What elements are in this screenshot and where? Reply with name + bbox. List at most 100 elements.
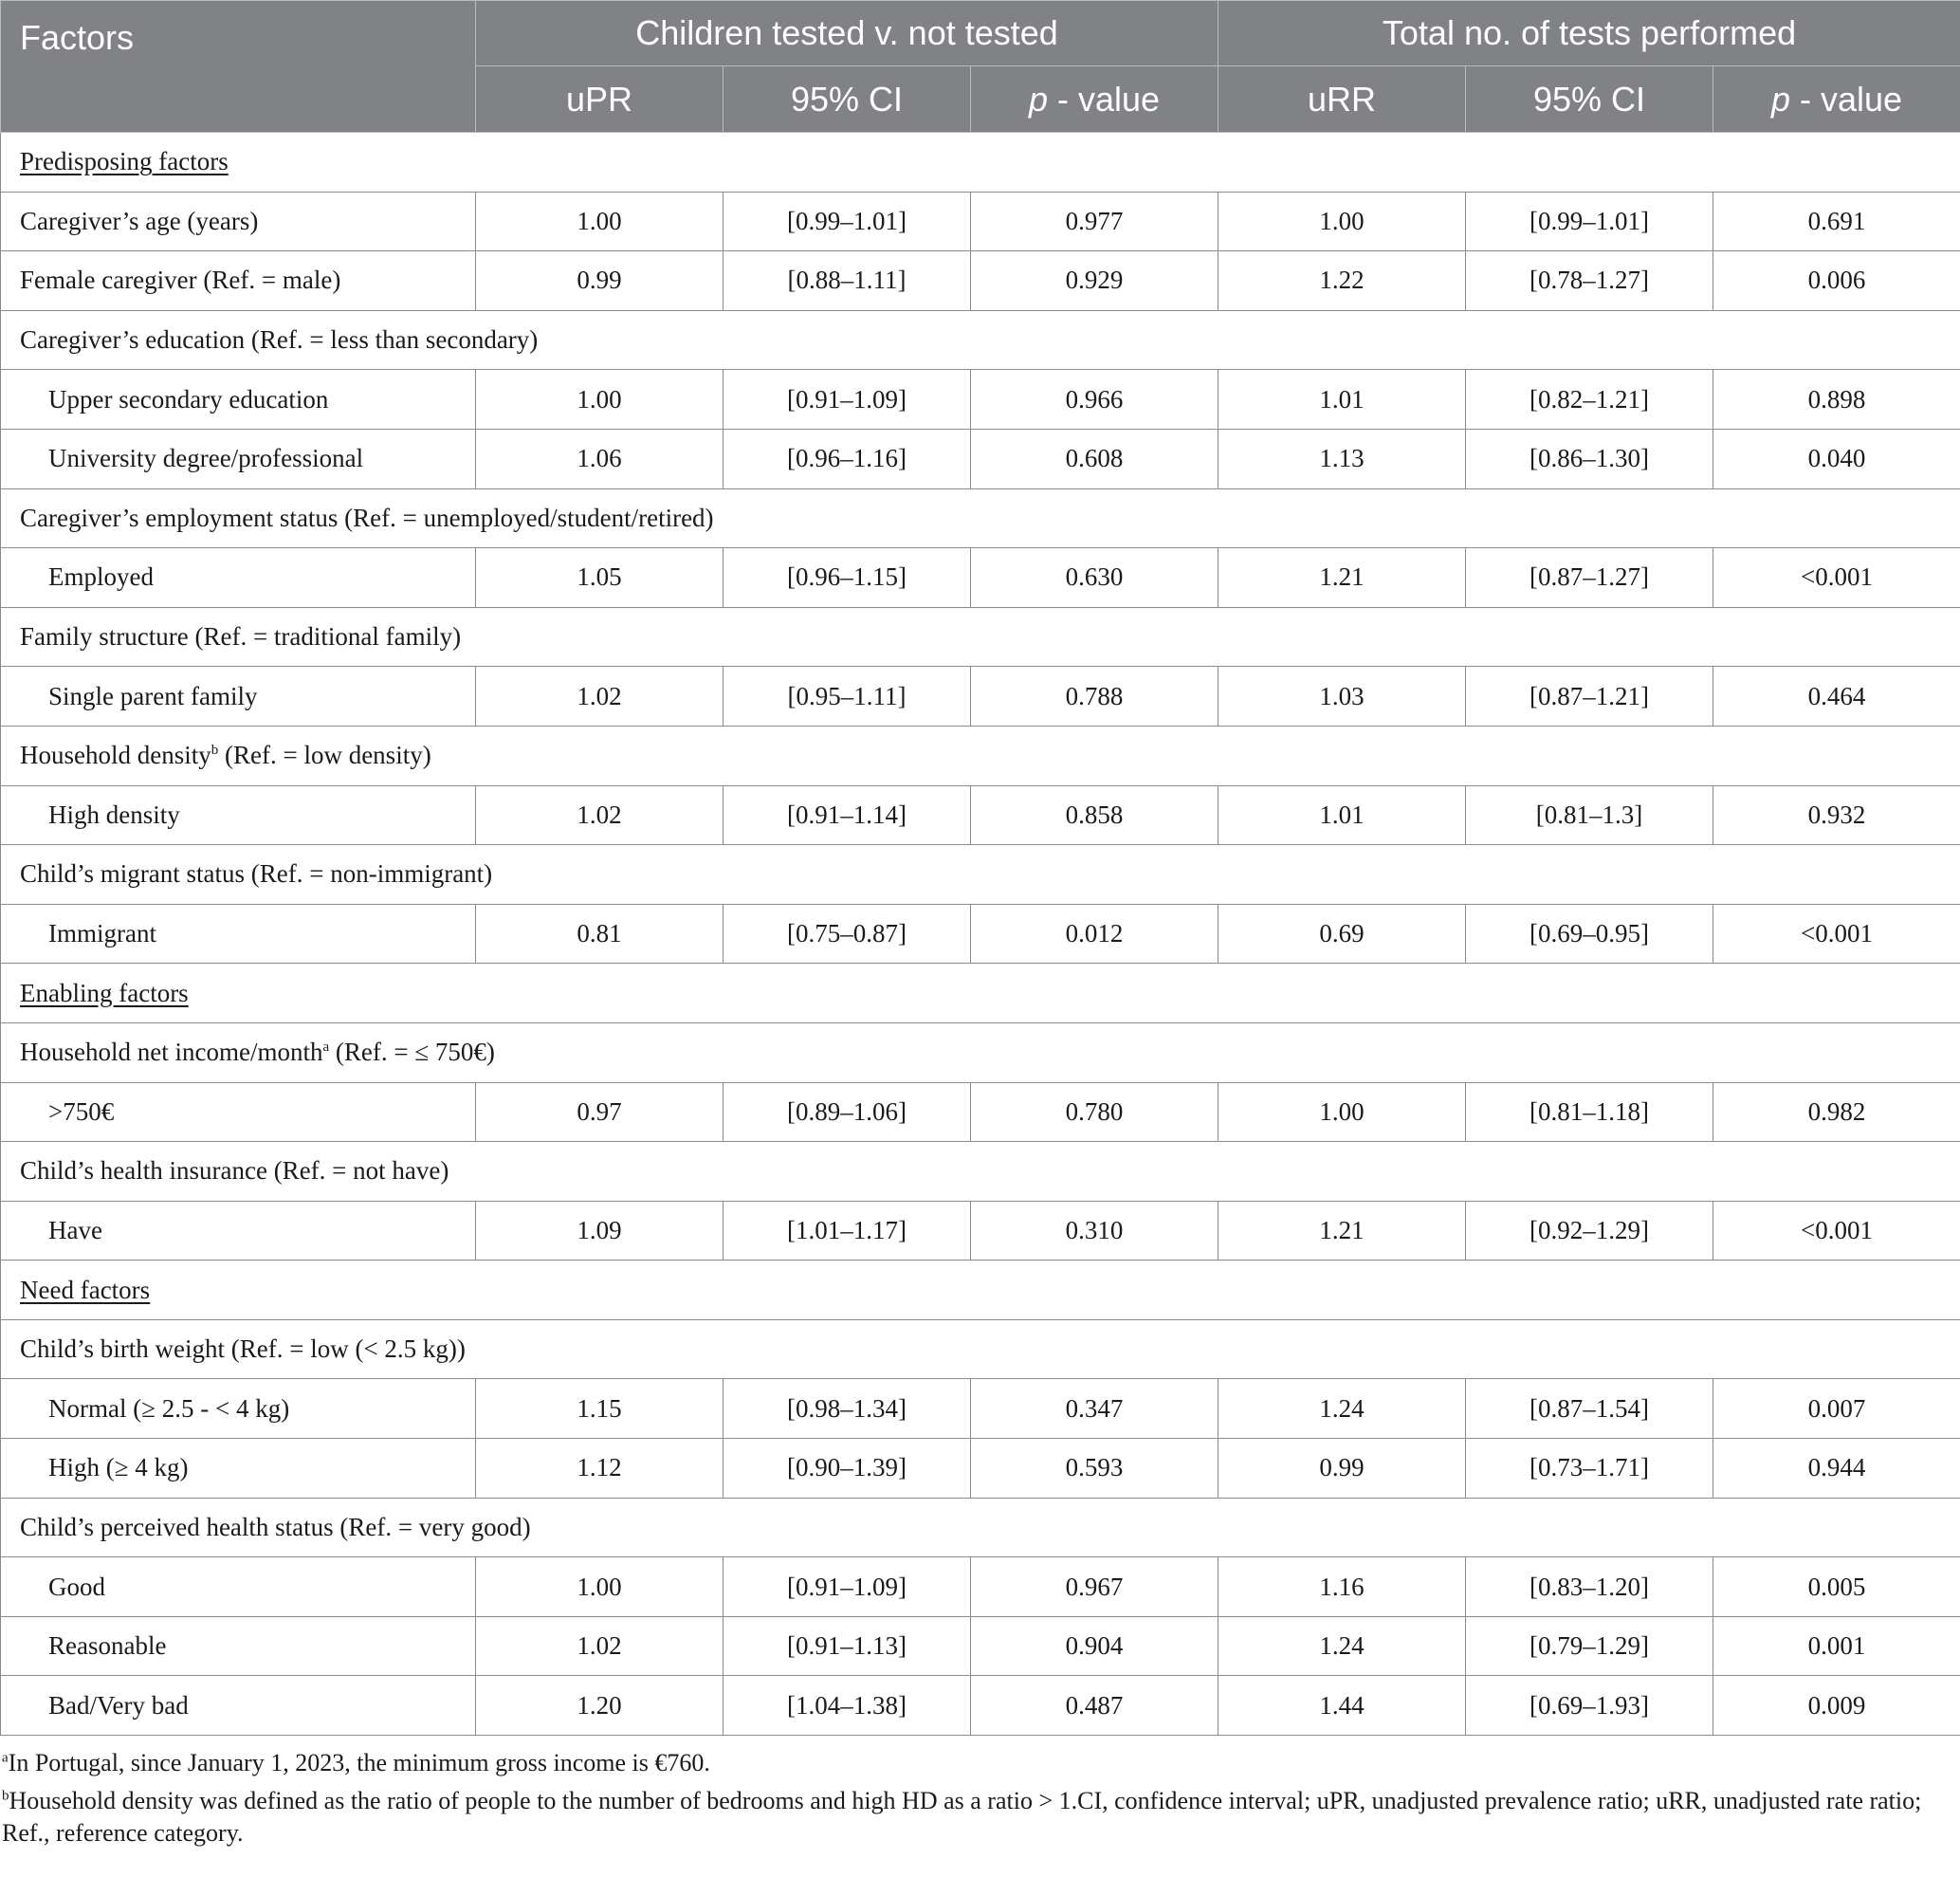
ci-cell: [0.98–1.34] xyxy=(723,1378,971,1440)
factor-label: Single parent family xyxy=(0,666,476,727)
pvalue-cell: 0.904 xyxy=(969,1615,1219,1677)
table-body: Predisposing factors Caregiver’s age (yea… xyxy=(0,132,1960,1737)
urr-cell: 0.69 xyxy=(1218,903,1467,965)
urr-cell: 1.44 xyxy=(1218,1675,1467,1737)
table-row: >750€ 0.97 [0.89–1.06] 0.780 1.00 [0.81–1.18]… xyxy=(0,1081,1960,1143)
ci-cell: [0.73–1.71] xyxy=(1465,1438,1714,1499)
factor-label: Household net income/montha (Ref. = ≤ 75… xyxy=(0,1021,1960,1083)
ci-cell: [0.87–1.21] xyxy=(1465,666,1714,727)
table-row: Have 1.09 [1.01–1.17] 0.310 1.21 [0.92–1.29] <… xyxy=(0,1200,1960,1261)
factor-label: Bad/Very bad xyxy=(0,1675,476,1737)
header-factors: Factors xyxy=(0,0,476,133)
urr-cell: 1.16 xyxy=(1218,1556,1467,1617)
header-urr: uRR xyxy=(1218,65,1467,133)
upr-cell: 1.00 xyxy=(475,191,724,252)
group-row: Household densityb (Ref. = low density) xyxy=(0,725,1960,786)
urr-cell: 0.99 xyxy=(1218,1438,1467,1499)
pvalue-cell: <0.001 xyxy=(1713,1200,1960,1261)
header-upr: uPR xyxy=(475,65,724,133)
section-label: Predisposing factors xyxy=(0,132,1960,193)
urr-cell: 1.21 xyxy=(1218,547,1467,608)
header-ci-1: 95% CI xyxy=(723,65,971,133)
ci-cell: [0.96–1.15] xyxy=(723,547,971,608)
table-row: Reasonable 1.02 [0.91–1.13] 0.904 1.24 [0.79–… xyxy=(0,1615,1960,1677)
table-row: High (≥ 4 kg) 1.12 [0.90–1.39] 0.593 0.99 [0.… xyxy=(0,1438,1960,1499)
ci-cell: [1.01–1.17] xyxy=(723,1200,971,1261)
group-row: Child’s birth weight (Ref. = low (< 2.5 … xyxy=(0,1318,1960,1380)
ci-cell: [0.90–1.39] xyxy=(723,1438,971,1499)
ci-cell: [0.96–1.16] xyxy=(723,428,971,489)
factor-label: Caregiver’s employment status (Ref. = un… xyxy=(0,488,1960,549)
urr-cell: 1.01 xyxy=(1218,784,1467,846)
factor-label: University degree/professional xyxy=(0,428,476,489)
pvalue-cell: <0.001 xyxy=(1713,547,1960,608)
section-label: Enabling factors xyxy=(0,963,1960,1023)
pvalue-cell: 0.967 xyxy=(969,1556,1219,1617)
urr-cell: 1.03 xyxy=(1218,666,1467,727)
upr-cell: 1.02 xyxy=(475,1615,724,1677)
ci-cell: [0.86–1.30] xyxy=(1465,428,1714,489)
ci-cell: [0.87–1.54] xyxy=(1465,1378,1714,1440)
pvalue-cell: 0.780 xyxy=(969,1081,1219,1143)
footnote-b: bHousehold density was defined as the ra… xyxy=(2,1787,1922,1848)
upr-cell: 1.15 xyxy=(475,1378,724,1440)
header-pvalue-2: p - value xyxy=(1713,65,1960,133)
factor-label: Have xyxy=(0,1200,476,1261)
urr-cell: 1.01 xyxy=(1218,369,1467,430)
table-row: Caregiver’s age (years) 1.00 [0.99–1.01] 0.… xyxy=(0,191,1960,252)
factor-label: High density xyxy=(0,784,476,846)
upr-cell: 1.00 xyxy=(475,1556,724,1617)
pvalue-cell: 0.788 xyxy=(969,666,1219,727)
group-row: Child’s health insurance (Ref. = not hav… xyxy=(0,1141,1960,1202)
factor-label: High (≥ 4 kg) xyxy=(0,1438,476,1499)
ci-cell: [0.87–1.27] xyxy=(1465,547,1714,608)
upr-cell: 0.99 xyxy=(475,250,724,311)
pvalue-cell: 0.898 xyxy=(1713,369,1960,430)
factor-label: Caregiver’s age (years) xyxy=(0,191,476,252)
factor-label: Employed xyxy=(0,547,476,608)
upr-cell: 1.09 xyxy=(475,1200,724,1261)
header-children-tested: Children tested v. not tested xyxy=(474,0,1219,66)
pvalue-cell: 0.982 xyxy=(1713,1081,1960,1143)
factor-label: Normal (≥ 2.5 - < 4 kg) xyxy=(0,1378,476,1440)
ci-cell: [0.83–1.20] xyxy=(1465,1556,1714,1617)
factor-label: Household densityb (Ref. = low density) xyxy=(0,725,1960,786)
section-label: Need factors xyxy=(0,1260,1960,1320)
table-header: Factors Children tested v. not tested To… xyxy=(0,0,1960,133)
ci-cell: [0.69–1.93] xyxy=(1465,1675,1714,1737)
factor-label: Child’s perceived health status (Ref. = … xyxy=(0,1497,1960,1558)
factor-label: Female caregiver (Ref. = male) xyxy=(0,250,476,311)
pvalue-cell: 0.858 xyxy=(969,784,1219,846)
urr-cell: 1.24 xyxy=(1218,1378,1467,1440)
pvalue-cell: 0.966 xyxy=(969,369,1219,430)
upr-cell: 1.20 xyxy=(475,1675,724,1737)
pvalue-cell: 0.464 xyxy=(1713,666,1960,727)
urr-cell: 1.24 xyxy=(1218,1615,1467,1677)
footnotes: aIn Portugal, since January 1, 2023, the… xyxy=(0,1736,1960,1849)
pvalue-cell: 0.944 xyxy=(1713,1438,1960,1499)
pvalue-cell: 0.310 xyxy=(969,1200,1219,1261)
ci-cell: [0.92–1.29] xyxy=(1465,1200,1714,1261)
ci-cell: [0.99–1.01] xyxy=(723,191,971,252)
ci-cell: [0.75–0.87] xyxy=(723,903,971,965)
factor-label: Child’s migrant status (Ref. = non-immig… xyxy=(0,844,1960,905)
table-row: Normal (≥ 2.5 - < 4 kg) 1.15 [0.98–1.34] 0.… xyxy=(0,1378,1960,1440)
table-row: Female caregiver (Ref. = male) 0.99 [0.88–… xyxy=(0,250,1960,311)
group-row: Caregiver’s employment status (Ref. = un… xyxy=(0,488,1960,549)
pvalue-cell: 0.005 xyxy=(1713,1556,1960,1617)
pvalue-cell: 0.487 xyxy=(969,1675,1219,1737)
factor-label: Good xyxy=(0,1556,476,1617)
table-row: Upper secondary education 1.00 [0.91–1.09]… xyxy=(0,369,1960,430)
ci-cell: [1.04–1.38] xyxy=(723,1675,971,1737)
ci-cell: [0.81–1.18] xyxy=(1465,1081,1714,1143)
ci-cell: [0.91–1.13] xyxy=(723,1615,971,1677)
header-pvalue-1: p - value xyxy=(969,65,1219,133)
factor-label: >750€ xyxy=(0,1081,476,1143)
table-row: Employed 1.05 [0.96–1.15] 0.630 1.21 [0.87–1.… xyxy=(0,547,1960,608)
factor-label: Upper secondary education xyxy=(0,369,476,430)
pvalue-cell: 0.006 xyxy=(1713,250,1960,311)
ci-cell: [0.91–1.14] xyxy=(723,784,971,846)
group-row: Caregiver’s education (Ref. = less than … xyxy=(0,309,1960,371)
ci-cell: [0.91–1.09] xyxy=(723,369,971,430)
